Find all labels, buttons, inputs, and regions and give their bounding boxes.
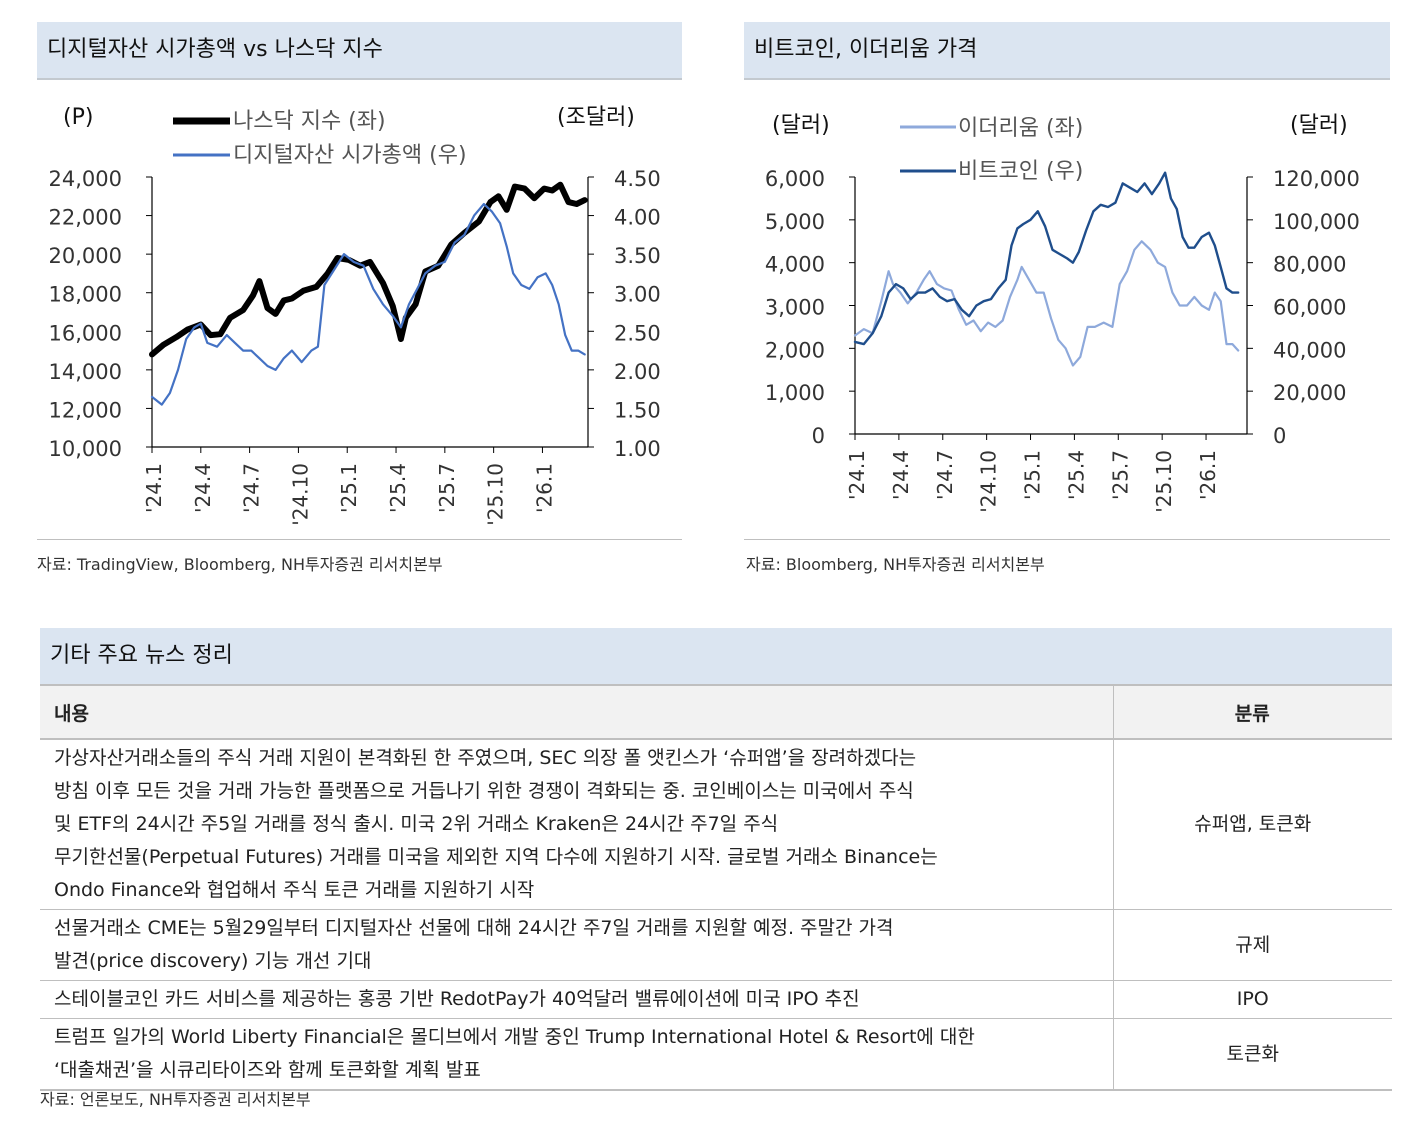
chart2-canvas: (달러) (달러) 이더리움 (좌) 비트코인 (우) 6,000 5,000 4,… bbox=[765, 113, 1360, 513]
chart-ytick-right-label: 2.00 bbox=[614, 360, 661, 384]
news-table: 내용 분류 가상자산거래소들의 주식 거래 지원이 본격화된 한 주였으며, S… bbox=[40, 684, 1392, 1091]
chart-ytick-right-label: 1.50 bbox=[614, 398, 661, 422]
news-section-title: 기타 주요 뉴스 정리 bbox=[40, 628, 1392, 684]
chart1-canvas: (P) (조달러) 나스닥 지수 (좌) 디지털자산 시가총액 (우) 24,0… bbox=[49, 105, 661, 526]
chart-xtick-label: '24.4 bbox=[889, 450, 913, 500]
chart-ytick-left-label: 18,000 bbox=[49, 283, 122, 307]
chart1-unit-right: (조달러) bbox=[557, 105, 635, 130]
chart-xtick-label: '25.10 bbox=[1152, 450, 1176, 513]
news-row-line: 트럼프 일가의 World Liberty Financial은 몰디브에서 개… bbox=[54, 1026, 975, 1048]
chart-xtick-label: '24.7 bbox=[933, 450, 957, 500]
chart-xtick-label: '25.4 bbox=[1064, 450, 1088, 500]
chart-ytick-left-label: 22,000 bbox=[49, 206, 122, 230]
chart2-legend-a: 이더리움 (좌) bbox=[958, 116, 1083, 141]
news-col-content-header: 내용 bbox=[40, 684, 1113, 740]
chart-ytick-left-label: 12,000 bbox=[49, 398, 122, 422]
chart-xtick-label: '26.1 bbox=[1196, 450, 1220, 500]
chart-xtick-label: '25.4 bbox=[386, 463, 410, 513]
news-row-category: 슈퍼앱, 토큰화 bbox=[1112, 739, 1392, 910]
chart-series-line bbox=[853, 240, 1240, 367]
chart-ytick-left-label: 5,000 bbox=[765, 210, 825, 234]
news-row: 선물거래소 CME는 5월29일부터 디지털자산 선물에 대해 24시간 주7일… bbox=[40, 909, 1392, 981]
news-col-category-header: 분류 bbox=[1112, 684, 1392, 740]
chart-ytick-right-label: 4.50 bbox=[614, 167, 661, 191]
chart-ytick-right-label: 20,000 bbox=[1273, 381, 1346, 405]
news-row-line: 및 ETF의 24시간 주5일 거래를 정식 출시. 미국 2위 거래소 Kra… bbox=[54, 813, 779, 835]
chart-ytick-left-label: 6,000 bbox=[765, 167, 825, 191]
chart-ytick-left-label: 2,000 bbox=[765, 338, 825, 362]
chart-ytick-right-label: 100,000 bbox=[1273, 210, 1360, 234]
chart-ytick-right-label: 40,000 bbox=[1273, 338, 1346, 362]
news-row-line: 선물거래소 CME는 5월29일부터 디지털자산 선물에 대해 24시간 주7일… bbox=[54, 917, 894, 939]
news-row-line: 방침 이후 모든 것을 거래 가능한 플랫폼으로 거듭나기 위한 경쟁이 격화되… bbox=[54, 780, 914, 802]
chart-xtick-label: '26.1 bbox=[532, 463, 556, 513]
chart-xtick-label: '25.7 bbox=[435, 463, 459, 513]
news-row: 스테이블코인 카드 서비스를 제공하는 홍콩 기반 RedotPay가 40억달… bbox=[40, 980, 1392, 1019]
chart-ytick-right-label: 2.50 bbox=[614, 321, 661, 345]
chart-ytick-left-label: 0 bbox=[812, 424, 825, 448]
chart-xtick-label: '25.1 bbox=[337, 463, 361, 513]
news-row-line: 가상자산거래소들의 주식 거래 지원이 본격화된 한 주였으며, SEC 의장 … bbox=[54, 747, 917, 769]
chart-ytick-right-label: 3.50 bbox=[614, 244, 661, 268]
chart1-source: 자료: TradingView, Bloomberg, NH투자증권 리서치본부 bbox=[37, 555, 443, 574]
chart1-title: 디지털자산 시가총액 vs 나스닥 지수 bbox=[37, 22, 682, 80]
news-row-category: 토큰화 bbox=[1112, 1018, 1392, 1091]
news-row: 가상자산거래소들의 주식 거래 지원이 본격화된 한 주였으며, SEC 의장 … bbox=[40, 739, 1392, 910]
chart-ytick-left-label: 10,000 bbox=[49, 437, 122, 461]
chart-ytick-right-label: 0 bbox=[1273, 424, 1286, 448]
chart-ytick-left-label: 4,000 bbox=[765, 253, 825, 277]
news-row-line: ‘대출채권’을 시큐리타이즈와 함께 토큰화할 계획 발표 bbox=[54, 1059, 481, 1081]
chart-ytick-right-label: 1.00 bbox=[614, 437, 661, 461]
chart2-unit-right: (달러) bbox=[1290, 113, 1348, 138]
news-row-line: 스테이블코인 카드 서비스를 제공하는 홍콩 기반 RedotPay가 40억달… bbox=[54, 988, 860, 1010]
chart2-source: 자료: Bloomberg, NH투자증권 리서치본부 bbox=[746, 555, 1045, 574]
chart1-unit-left: (P) bbox=[63, 105, 93, 130]
chart-xtick-label: '25.1 bbox=[1021, 450, 1045, 500]
chart-series-line bbox=[150, 202, 586, 406]
chart-ytick-left-label: 14,000 bbox=[49, 360, 122, 384]
chart-xtick-label: '24.10 bbox=[288, 463, 312, 526]
chart-ytick-right-label: 4.00 bbox=[614, 206, 661, 230]
news-row-line: 무기한선물(Perpetual Futures) 거래를 미국을 제외한 지역 … bbox=[54, 846, 938, 868]
chart-xtick-label: '24.10 bbox=[977, 450, 1001, 513]
news-row-content: 스테이블코인 카드 서비스를 제공하는 홍콩 기반 RedotPay가 40억달… bbox=[40, 980, 1113, 1019]
news-row: 트럼프 일가의 World Liberty Financial은 몰디브에서 개… bbox=[40, 1018, 1392, 1091]
news-row-content: 가상자산거래소들의 주식 거래 지원이 본격화된 한 주였으며, SEC 의장 … bbox=[40, 739, 1113, 910]
chart-series-line bbox=[149, 181, 588, 358]
chart2-legend-b: 비트코인 (우) bbox=[958, 159, 1083, 184]
chart2-title: 비트코인, 이더리움 가격 bbox=[744, 22, 1390, 80]
news-row-line: 발견(price discovery) 기능 개선 기대 bbox=[54, 950, 372, 972]
chart1-legend-a: 나스닥 지수 (좌) bbox=[233, 109, 386, 134]
chart-ytick-left-label: 24,000 bbox=[49, 167, 122, 191]
chart-xtick-label: '24.4 bbox=[191, 463, 215, 513]
chart-xtick-label: '25.7 bbox=[1108, 450, 1132, 500]
news-row-content: 선물거래소 CME는 5월29일부터 디지털자산 선물에 대해 24시간 주7일… bbox=[40, 909, 1113, 981]
news-row-content: 트럼프 일가의 World Liberty Financial은 몰디브에서 개… bbox=[40, 1018, 1113, 1091]
chart-xtick-label: '24.1 bbox=[142, 463, 166, 513]
chart-ytick-right-label: 120,000 bbox=[1273, 167, 1360, 191]
chart1-bottom-rule bbox=[37, 539, 682, 540]
news-row-category: 규제 bbox=[1112, 909, 1392, 981]
chart-xtick-label: '24.7 bbox=[240, 463, 264, 513]
chart2-unit-left: (달러) bbox=[772, 113, 830, 138]
news-row-line: Ondo Finance와 협업해서 주식 토큰 거래를 지원하기 시작 bbox=[54, 879, 535, 901]
news-row-category: IPO bbox=[1112, 980, 1392, 1019]
chart2-bottom-rule bbox=[744, 539, 1390, 540]
news-source: 자료: 언론보도, NH투자증권 리서치본부 bbox=[40, 1090, 311, 1109]
news-header-row: 내용 분류 bbox=[40, 684, 1392, 740]
chart-ytick-left-label: 3,000 bbox=[765, 296, 825, 320]
chart-xtick-label: '25.10 bbox=[484, 463, 508, 526]
chart-ytick-right-label: 60,000 bbox=[1273, 296, 1346, 320]
chart-ytick-left-label: 1,000 bbox=[765, 381, 825, 405]
chart-ytick-right-label: 3.00 bbox=[614, 283, 661, 307]
chart-ytick-left-label: 20,000 bbox=[49, 244, 122, 268]
chart1-legend-b: 디지털자산 시가총액 (우) bbox=[233, 143, 467, 168]
chart-ytick-left-label: 16,000 bbox=[49, 321, 122, 345]
chart-xtick-label: '24.1 bbox=[845, 450, 869, 500]
chart-series-line bbox=[853, 171, 1240, 346]
chart-ytick-right-label: 80,000 bbox=[1273, 253, 1346, 277]
